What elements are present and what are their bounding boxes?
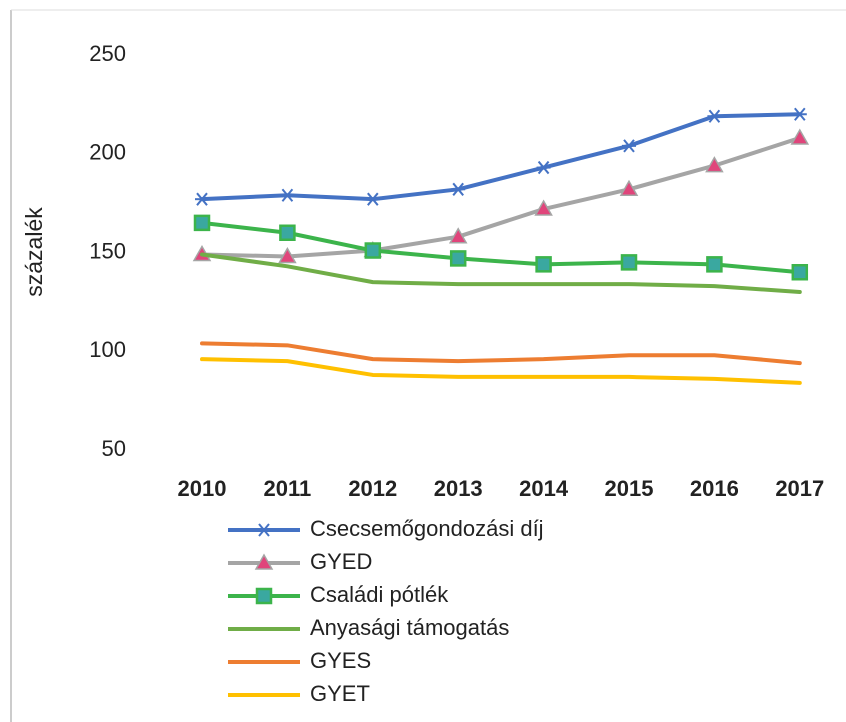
x-tick-label: 2016 bbox=[690, 476, 739, 501]
x-tick-label: 2014 bbox=[519, 476, 569, 501]
x-tick-label: 2011 bbox=[264, 476, 312, 501]
data-point bbox=[448, 227, 468, 244]
legend-label: GYED bbox=[310, 549, 372, 574]
y-tick-label: 200 bbox=[89, 140, 126, 165]
data-point bbox=[620, 254, 638, 271]
data-point bbox=[365, 192, 380, 206]
data-point bbox=[792, 107, 807, 121]
data-point bbox=[707, 109, 722, 123]
data-point bbox=[706, 256, 723, 273]
data-point bbox=[364, 242, 382, 259]
y-tick-label: 150 bbox=[89, 238, 126, 263]
data-point bbox=[278, 246, 297, 264]
y-tick-label: 100 bbox=[89, 337, 126, 362]
legend-marker bbox=[257, 523, 271, 537]
data-point bbox=[705, 156, 724, 173]
data-point bbox=[279, 224, 296, 241]
data-point bbox=[451, 182, 466, 196]
data-point bbox=[790, 128, 810, 145]
data-point bbox=[619, 179, 639, 197]
legend-label: Csecsemőgondozási díj bbox=[310, 516, 544, 541]
data-point bbox=[535, 256, 552, 273]
y-axis-label: százalék bbox=[21, 207, 47, 297]
data-point bbox=[280, 188, 295, 202]
data-point bbox=[534, 199, 553, 216]
data-point bbox=[791, 264, 809, 281]
legend-marker bbox=[254, 553, 274, 570]
series-line bbox=[200, 135, 802, 259]
legend-label: GYES bbox=[310, 648, 371, 673]
data-point bbox=[193, 214, 211, 232]
data-point bbox=[536, 160, 551, 175]
series-line bbox=[200, 220, 802, 275]
x-tick-label: 2012 bbox=[348, 476, 397, 501]
x-tick-label: 2010 bbox=[178, 476, 227, 501]
series-line bbox=[200, 252, 802, 294]
legend-marker bbox=[255, 587, 273, 605]
y-tick-label: 50 bbox=[102, 436, 126, 461]
x-tick-label: 2017 bbox=[775, 476, 824, 501]
data-point bbox=[622, 139, 636, 153]
series-line bbox=[200, 357, 802, 385]
x-tick-label: 2013 bbox=[434, 476, 483, 501]
series-line bbox=[200, 112, 802, 202]
legend-label: GYET bbox=[310, 681, 370, 706]
x-tick-label: 2015 bbox=[605, 476, 654, 501]
series-line bbox=[200, 341, 802, 366]
legend-label: Anyasági támogatás bbox=[310, 615, 509, 640]
data-point bbox=[195, 192, 209, 206]
legend-label: Családi pótlék bbox=[310, 582, 449, 607]
data-point bbox=[449, 250, 467, 267]
y-tick-label: 250 bbox=[89, 41, 126, 66]
